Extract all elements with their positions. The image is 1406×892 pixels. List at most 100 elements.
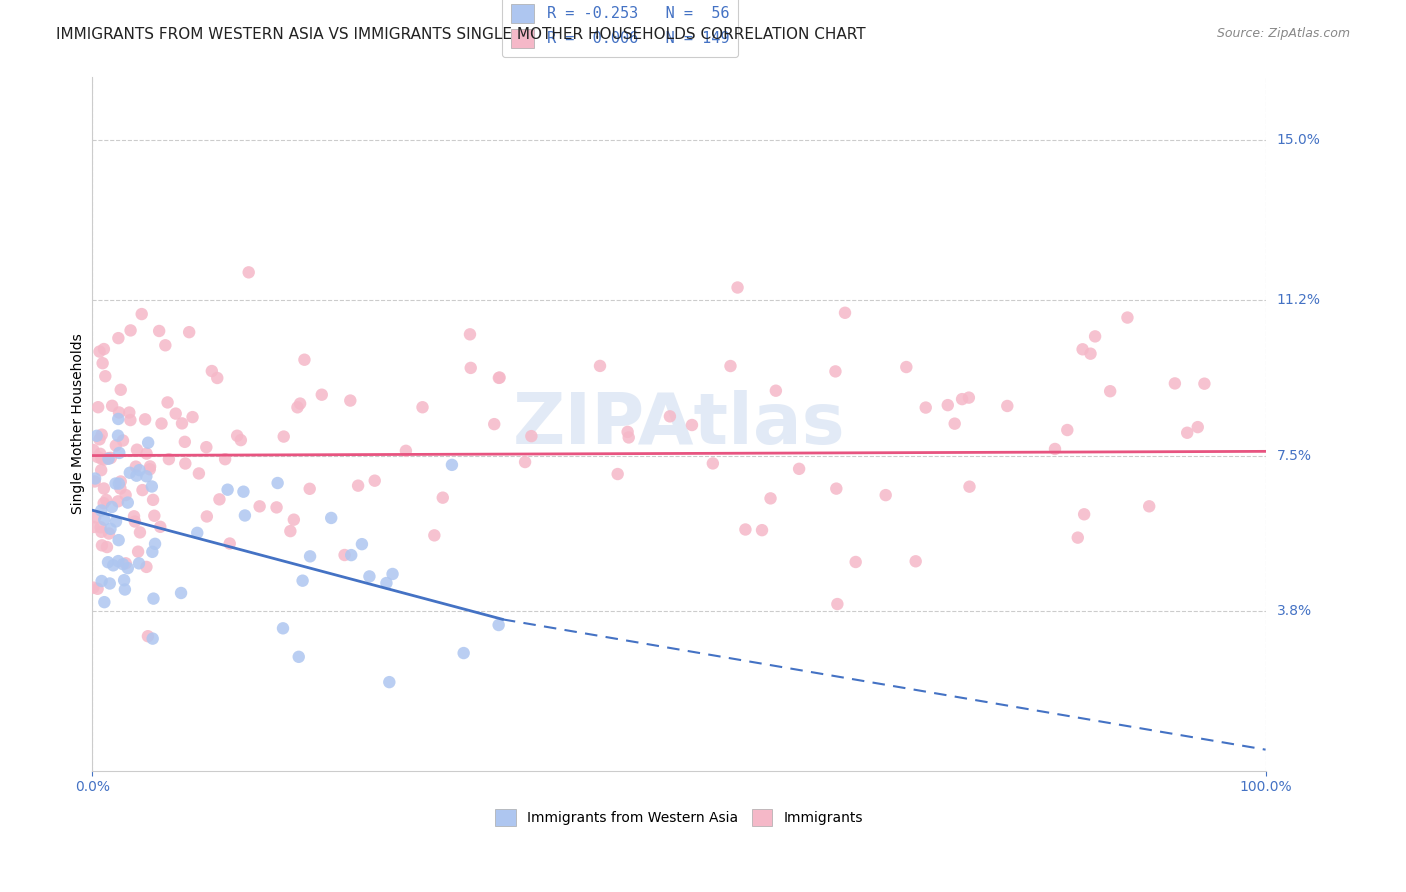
Point	[187, 467, 209, 481]
Point	[93, 482, 115, 496]
Point	[1043, 442, 1066, 456]
Point	[1056, 423, 1078, 437]
Point	[165, 407, 187, 421]
Point	[107, 412, 129, 426]
Point	[787, 462, 810, 476]
Point	[299, 549, 322, 564]
Point	[751, 523, 773, 537]
Point	[995, 399, 1018, 413]
Point	[195, 440, 218, 454]
Point	[84, 471, 107, 485]
Point	[90, 503, 112, 517]
Point	[333, 548, 356, 562]
Point	[135, 469, 157, 483]
Point	[283, 513, 305, 527]
Point	[311, 387, 333, 401]
Point	[914, 401, 936, 415]
Point	[266, 475, 288, 490]
Point	[170, 417, 193, 431]
Point	[181, 410, 204, 425]
Point	[834, 306, 856, 320]
Point	[107, 331, 129, 345]
Point	[520, 429, 543, 443]
Point	[93, 452, 115, 467]
Point	[412, 401, 434, 415]
Point	[432, 491, 454, 505]
Point	[484, 417, 506, 431]
Point	[143, 537, 166, 551]
Text: ZIPAtlas: ZIPAtlas	[513, 390, 845, 458]
Point	[460, 360, 482, 375]
Point	[173, 434, 195, 449]
Point	[139, 459, 162, 474]
Point	[1175, 425, 1198, 440]
Point	[108, 405, 131, 419]
Point	[904, 554, 927, 568]
Point	[100, 450, 122, 465]
Point	[110, 482, 132, 496]
Point	[142, 591, 165, 606]
Legend: Immigrants from Western Asia, Immigrants: Immigrants from Western Asia, Immigrants	[488, 802, 870, 833]
Point	[112, 573, 135, 587]
Point	[287, 401, 309, 415]
Point	[134, 412, 156, 426]
Point	[148, 324, 170, 338]
Point	[271, 621, 294, 635]
Point	[94, 369, 117, 384]
Point	[896, 359, 918, 374]
Point	[118, 466, 141, 480]
Point	[96, 540, 118, 554]
Point	[943, 417, 966, 431]
Point	[845, 555, 868, 569]
Point	[91, 356, 114, 370]
Point	[232, 484, 254, 499]
Point	[135, 560, 157, 574]
Point	[125, 442, 148, 457]
Point	[155, 338, 177, 352]
Text: 3.8%: 3.8%	[1277, 604, 1312, 618]
Point	[1067, 531, 1090, 545]
Y-axis label: Single Mother Households: Single Mother Households	[72, 334, 86, 515]
Point	[90, 463, 112, 477]
Point	[111, 434, 134, 448]
Point	[226, 428, 249, 442]
Point	[201, 364, 224, 378]
Point	[83, 520, 105, 534]
Text: 15.0%: 15.0%	[1277, 134, 1320, 147]
Point	[273, 429, 295, 443]
Point	[950, 392, 973, 406]
Point	[105, 515, 128, 529]
Point	[135, 446, 157, 460]
Point	[681, 417, 703, 432]
Point	[214, 452, 236, 467]
Point	[117, 561, 139, 575]
Point	[827, 597, 849, 611]
Point	[702, 457, 724, 471]
Point	[114, 582, 136, 597]
Point	[1187, 420, 1209, 434]
Text: 11.2%: 11.2%	[1277, 293, 1320, 307]
Point	[347, 478, 370, 492]
Point	[107, 554, 129, 568]
Point	[107, 428, 129, 442]
Point	[217, 483, 239, 497]
Point	[359, 569, 381, 583]
Text: IMMIGRANTS FROM WESTERN ASIA VS IMMIGRANTS SINGLE MOTHER HOUSEHOLDS CORRELATION : IMMIGRANTS FROM WESTERN ASIA VS IMMIGRAN…	[56, 27, 866, 42]
Point	[294, 352, 316, 367]
Point	[108, 476, 131, 491]
Point	[375, 576, 398, 591]
Point	[120, 323, 142, 337]
Point	[287, 649, 309, 664]
Point	[89, 433, 111, 447]
Point	[127, 544, 149, 558]
Point	[90, 574, 112, 588]
Point	[1194, 376, 1216, 391]
Point	[110, 383, 132, 397]
Point	[86, 429, 108, 443]
Point	[364, 474, 387, 488]
Point	[100, 522, 122, 536]
Point	[824, 364, 846, 378]
Point	[616, 425, 638, 439]
Point	[149, 520, 172, 534]
Point	[658, 409, 681, 424]
